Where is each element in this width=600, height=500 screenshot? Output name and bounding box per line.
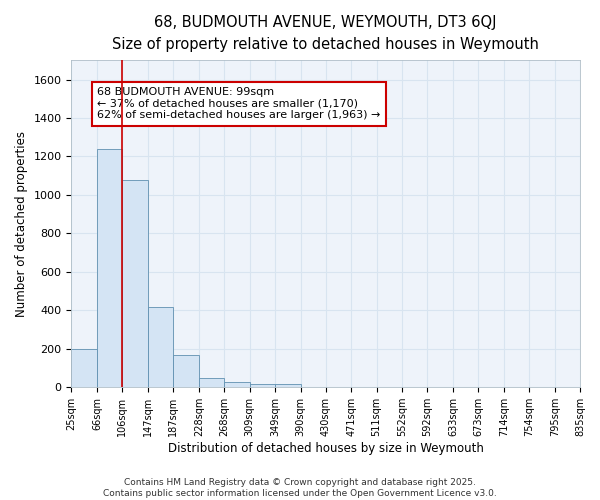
Title: 68, BUDMOUTH AVENUE, WEYMOUTH, DT3 6QJ
Size of property relative to detached hou: 68, BUDMOUTH AVENUE, WEYMOUTH, DT3 6QJ S… <box>112 15 539 52</box>
X-axis label: Distribution of detached houses by size in Weymouth: Distribution of detached houses by size … <box>168 442 484 455</box>
Bar <box>224 382 250 387</box>
Bar <box>71 349 97 387</box>
Text: Contains HM Land Registry data © Crown copyright and database right 2025.
Contai: Contains HM Land Registry data © Crown c… <box>103 478 497 498</box>
Bar <box>97 149 122 387</box>
Bar <box>199 378 224 387</box>
Bar <box>148 308 173 387</box>
Bar <box>173 354 199 387</box>
Y-axis label: Number of detached properties: Number of detached properties <box>15 131 28 317</box>
Bar <box>122 180 148 387</box>
Bar <box>275 384 301 387</box>
Text: 68 BUDMOUTH AVENUE: 99sqm
← 37% of detached houses are smaller (1,170)
62% of se: 68 BUDMOUTH AVENUE: 99sqm ← 37% of detac… <box>97 87 380 120</box>
Bar <box>250 384 275 387</box>
